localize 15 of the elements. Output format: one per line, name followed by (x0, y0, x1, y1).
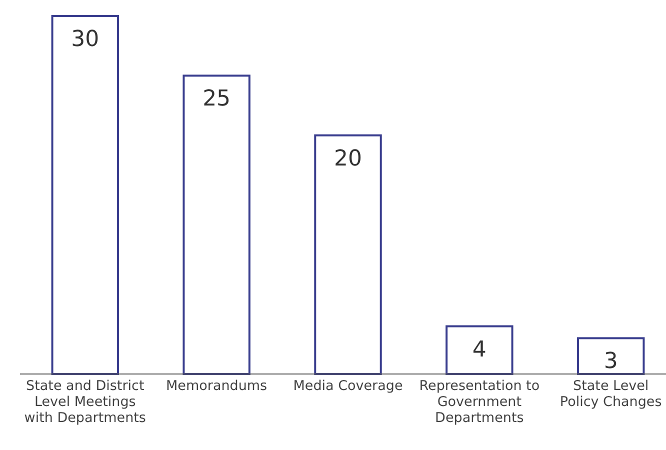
x-tick-label: Media Coverage (293, 378, 403, 394)
data-label: 30 (71, 27, 100, 52)
x-tick-label: Memorandums (166, 378, 268, 394)
x-tick-label: Representation to Government Departments (419, 378, 540, 426)
bar (446, 325, 514, 375)
data-label: 20 (334, 146, 362, 172)
data-label: 4 (472, 337, 486, 362)
data-label: 25 (202, 86, 231, 112)
x-tick-label: State Level Policy Changes (560, 378, 662, 410)
bar (314, 134, 382, 375)
bar (182, 74, 250, 375)
bar (51, 15, 119, 375)
data-label: 3 (604, 349, 618, 374)
x-tick-label: State and District Level Meetings with Departments (24, 378, 146, 426)
bar (577, 337, 645, 375)
